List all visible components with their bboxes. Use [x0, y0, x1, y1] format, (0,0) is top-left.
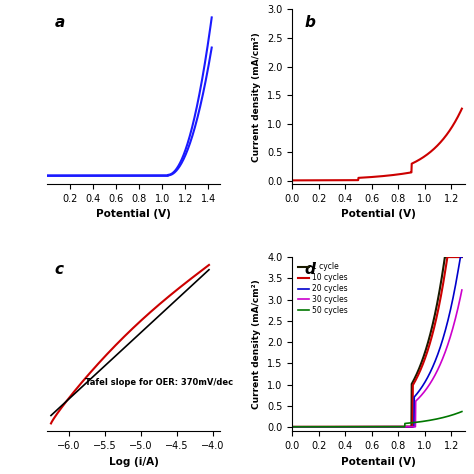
1 cycle: [289, 424, 295, 430]
1 cycle: [366, 424, 372, 429]
1 cycle: [442, 254, 448, 260]
10 cycles: [366, 424, 372, 429]
20 cycles: [417, 387, 423, 392]
10 cycles: [289, 424, 295, 430]
50 cycles: [289, 424, 295, 430]
Line: 30 cycles: 30 cycles: [292, 290, 462, 427]
20 cycles: [402, 424, 408, 429]
30 cycles: [319, 424, 325, 430]
Line: 10 cycles: 10 cycles: [292, 257, 462, 427]
20 cycles: [459, 254, 465, 260]
30 cycles: [402, 424, 408, 429]
50 cycles: [459, 409, 465, 414]
1 cycle: [333, 424, 338, 429]
Text: b: b: [304, 15, 315, 30]
20 cycles: [389, 424, 395, 429]
30 cycles: [366, 424, 372, 429]
10 cycles: [402, 424, 408, 429]
30 cycles: [289, 424, 295, 430]
1 cycle: [459, 254, 465, 260]
50 cycles: [389, 424, 395, 429]
50 cycles: [366, 424, 372, 429]
30 cycles: [389, 424, 395, 429]
10 cycles: [319, 424, 325, 430]
50 cycles: [333, 424, 338, 429]
Y-axis label: Current density (mA/cm²): Current density (mA/cm²): [252, 32, 261, 162]
1 cycle: [389, 424, 395, 429]
50 cycles: [319, 424, 325, 430]
50 cycles: [402, 420, 408, 426]
Text: d: d: [304, 262, 315, 277]
10 cycles: [459, 254, 465, 260]
10 cycles: [445, 254, 450, 260]
X-axis label: Potential (V): Potential (V): [96, 209, 171, 219]
Text: a: a: [55, 15, 64, 30]
Legend: 1 cycle, 10 cycles, 20 cycles, 30 cycles, 50 cycles: 1 cycle, 10 cycles, 20 cycles, 30 cycles…: [296, 261, 349, 317]
20 cycles: [319, 424, 325, 430]
30 cycles: [459, 287, 465, 293]
Y-axis label: Current density (mA/cm²): Current density (mA/cm²): [252, 279, 261, 409]
1 cycle: [319, 424, 325, 430]
20 cycles: [457, 254, 463, 260]
10 cycles: [389, 424, 395, 429]
X-axis label: Potentail (V): Potentail (V): [341, 456, 416, 466]
20 cycles: [289, 424, 295, 430]
10 cycles: [417, 368, 423, 374]
20 cycles: [333, 424, 338, 429]
30 cycles: [333, 424, 338, 429]
10 cycles: [333, 424, 338, 429]
30 cycles: [417, 394, 423, 400]
Text: Tafel slope for OER: 370mV/dec: Tafel slope for OER: 370mV/dec: [85, 378, 233, 387]
Text: c: c: [55, 262, 64, 277]
X-axis label: Log (i/A): Log (i/A): [109, 456, 158, 466]
Line: 20 cycles: 20 cycles: [292, 257, 462, 427]
Line: 1 cycle: 1 cycle: [292, 257, 462, 427]
Line: 50 cycles: 50 cycles: [292, 411, 462, 427]
50 cycles: [417, 419, 423, 425]
1 cycle: [417, 364, 423, 369]
X-axis label: Potential (V): Potential (V): [341, 209, 416, 219]
20 cycles: [366, 424, 372, 429]
1 cycle: [402, 424, 408, 429]
